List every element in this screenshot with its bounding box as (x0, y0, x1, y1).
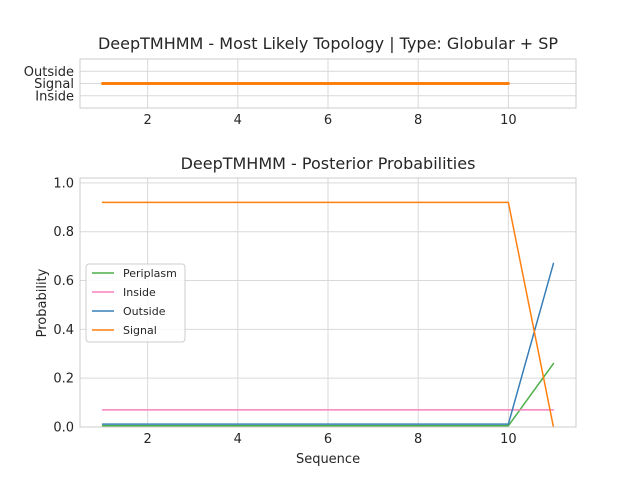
topology-y-tick-label: Inside (35, 89, 74, 104)
posterior-chart: DeepTMHMM - Posterior Probabilities 2 4 6 8… (35, 154, 577, 467)
legend-label-signal: Signal (123, 324, 157, 337)
posterior-y-tick-label: 0.0 (53, 421, 74, 436)
posterior-x-ticks: 2 4 6 8 10 (143, 432, 516, 447)
topology-x-tick-label: 4 (234, 113, 242, 128)
topology-plot-frame (79, 58, 577, 109)
posterior-x-tick-label: 10 (500, 432, 517, 447)
posterior-y-ticks: 0.0 0.2 0.4 0.6 0.8 1.0 (53, 176, 74, 435)
posterior-y-tick-label: 0.2 (53, 372, 74, 387)
legend-label-periplasm: Periplasm (123, 267, 177, 280)
signal-series-line (101, 201, 555, 428)
posterior-x-tick-label: 8 (414, 432, 422, 447)
posterior-y-axis-label: Probability (35, 268, 50, 337)
outside-series-line (101, 262, 555, 425)
posterior-plot-frame (79, 177, 577, 428)
posterior-legend: Periplasm Inside Outside Signal (85, 263, 186, 343)
legend-label-inside: Inside (123, 286, 156, 299)
posterior-x-axis-label: Sequence (296, 452, 360, 467)
posterior-series (101, 201, 555, 428)
posterior-y-tick-label: 0.8 (53, 225, 74, 240)
topology-x-tick-label: 6 (324, 113, 332, 128)
topology-y-tick-label: Signal (34, 77, 74, 92)
topology-chart: DeepTMHMM - Most Likely Topology | Type:… (24, 34, 577, 128)
topology-y-tick-label: Outside (24, 65, 74, 80)
topology-x-tick-label: 2 (143, 113, 151, 128)
topology-chart-title: DeepTMHMM - Most Likely Topology | Type:… (98, 34, 558, 53)
posterior-chart-title: DeepTMHMM - Posterior Probabilities (181, 154, 476, 173)
legend-label-outside: Outside (123, 305, 166, 318)
topology-x-ticks: 2 4 6 8 10 (143, 113, 516, 128)
posterior-x-tick-label: 6 (324, 432, 332, 447)
topology-x-tick-label: 8 (414, 113, 422, 128)
periplasm-series-line (101, 362, 555, 427)
posterior-x-tick-label: 2 (143, 432, 151, 447)
posterior-y-tick-label: 1.0 (53, 176, 74, 191)
posterior-y-tick-label: 0.6 (53, 274, 74, 289)
topology-x-tick-label: 10 (500, 113, 517, 128)
posterior-x-tick-label: 4 (234, 432, 242, 447)
posterior-y-tick-label: 0.4 (53, 323, 74, 338)
legend-box (85, 263, 186, 343)
